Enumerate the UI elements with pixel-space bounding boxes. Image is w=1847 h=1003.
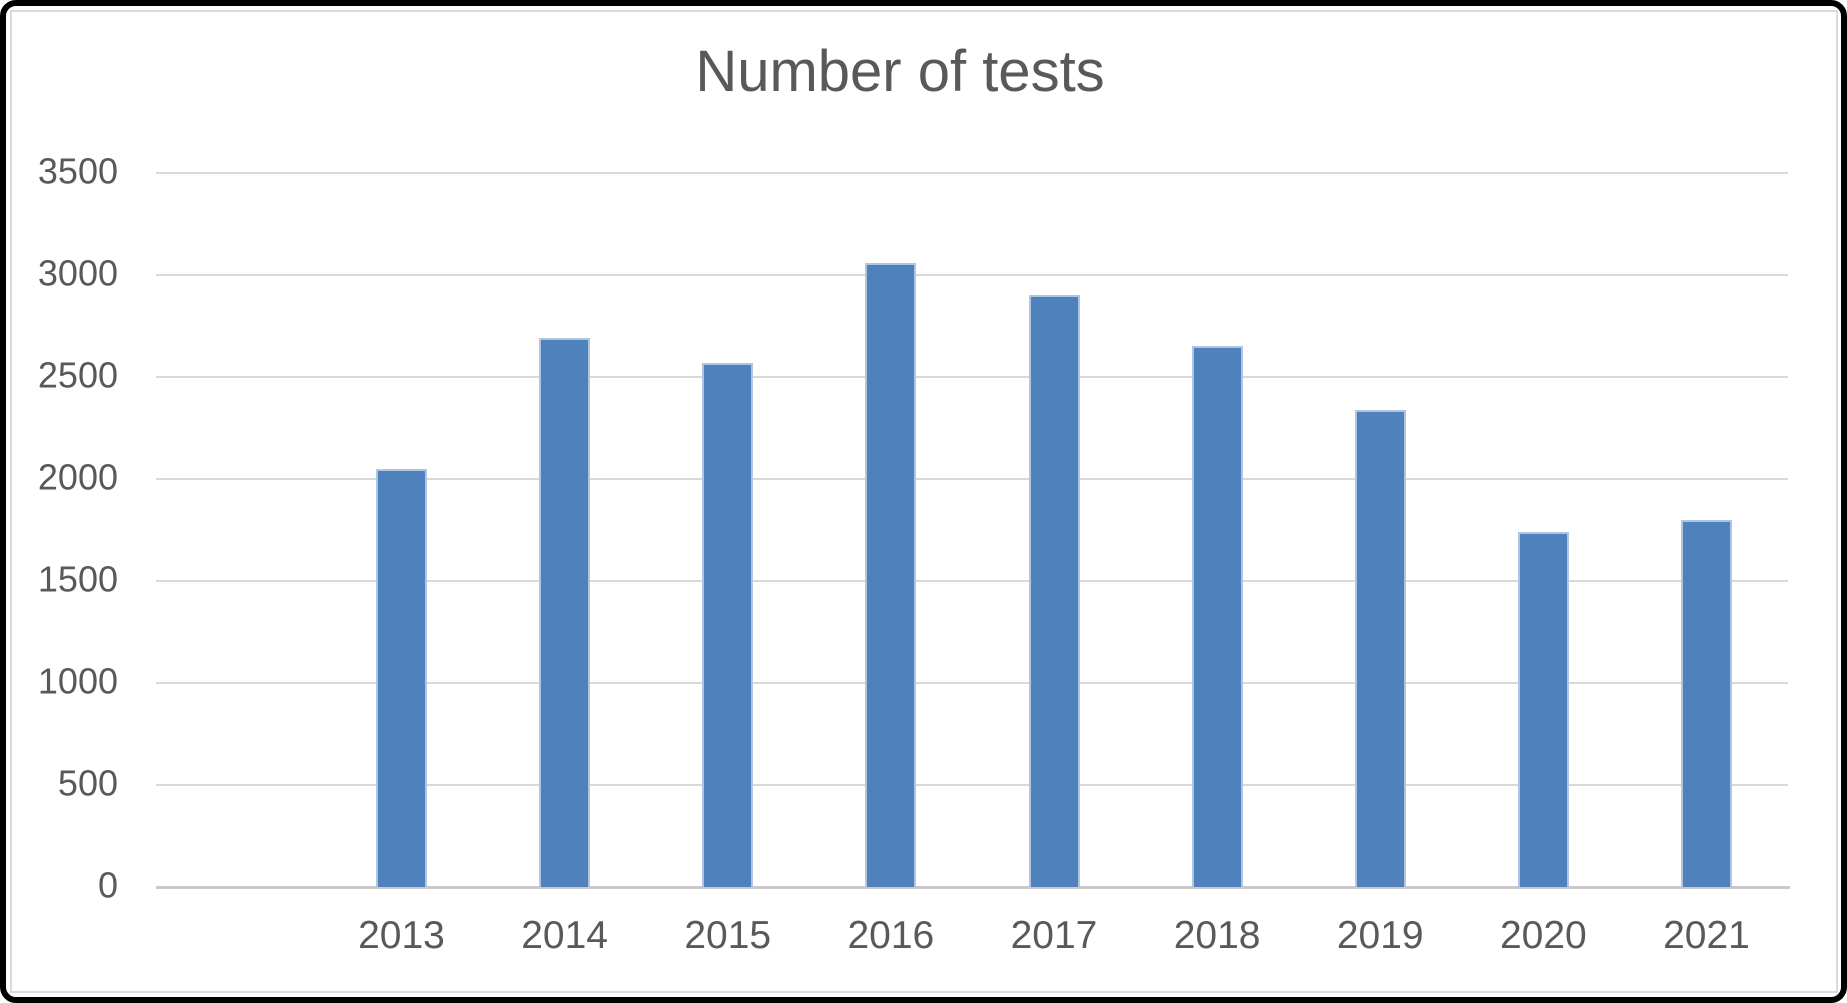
gridline-1500 — [156, 580, 1788, 582]
x-axis-label-2021: 2021 — [1663, 914, 1750, 957]
bar-2013 — [376, 468, 427, 887]
x-axis-label-2014: 2014 — [521, 914, 608, 957]
gridline-3000 — [156, 274, 1788, 276]
gridline-2000 — [156, 478, 1788, 480]
x-axis-label-2017: 2017 — [1010, 914, 1098, 957]
y-axis-label-3500: 3500 — [37, 150, 118, 192]
x-axis-label-2019: 2019 — [1336, 914, 1424, 957]
y-axis-label-500: 500 — [57, 762, 118, 804]
chart-title: Number of tests — [695, 39, 1105, 104]
chart-area-border — [10, 10, 1838, 993]
bar-2020 — [1517, 532, 1569, 887]
bar-2016 — [865, 262, 917, 887]
y-axis-label-1000: 1000 — [37, 660, 118, 702]
y-axis-label-2000: 2000 — [37, 456, 118, 498]
x-axis-label-2020: 2020 — [1499, 914, 1587, 957]
x-axis-label-2018: 2018 — [1173, 914, 1261, 957]
x-axis-label-2016: 2016 — [847, 914, 935, 957]
y-axis-label-2500: 2500 — [37, 354, 118, 396]
bar-2021 — [1681, 519, 1732, 887]
x-axis-line — [156, 886, 1790, 889]
bar-2018 — [1191, 346, 1243, 887]
bar-2017 — [1028, 295, 1080, 887]
bar-2014 — [539, 338, 591, 887]
y-axis-label-1500: 1500 — [37, 558, 118, 600]
gridline-500 — [156, 784, 1788, 786]
x-axis-label-2015: 2015 — [684, 914, 772, 957]
x-axis-label-2013: 2013 — [358, 914, 445, 957]
bar-2019 — [1354, 409, 1406, 887]
gridline-2500 — [156, 376, 1788, 378]
bar-2015 — [702, 362, 754, 887]
y-axis-label-3000: 3000 — [37, 252, 118, 294]
gridline-1000 — [156, 682, 1788, 684]
gridline-3500 — [156, 172, 1788, 174]
y-axis-label-0: 0 — [97, 864, 118, 906]
